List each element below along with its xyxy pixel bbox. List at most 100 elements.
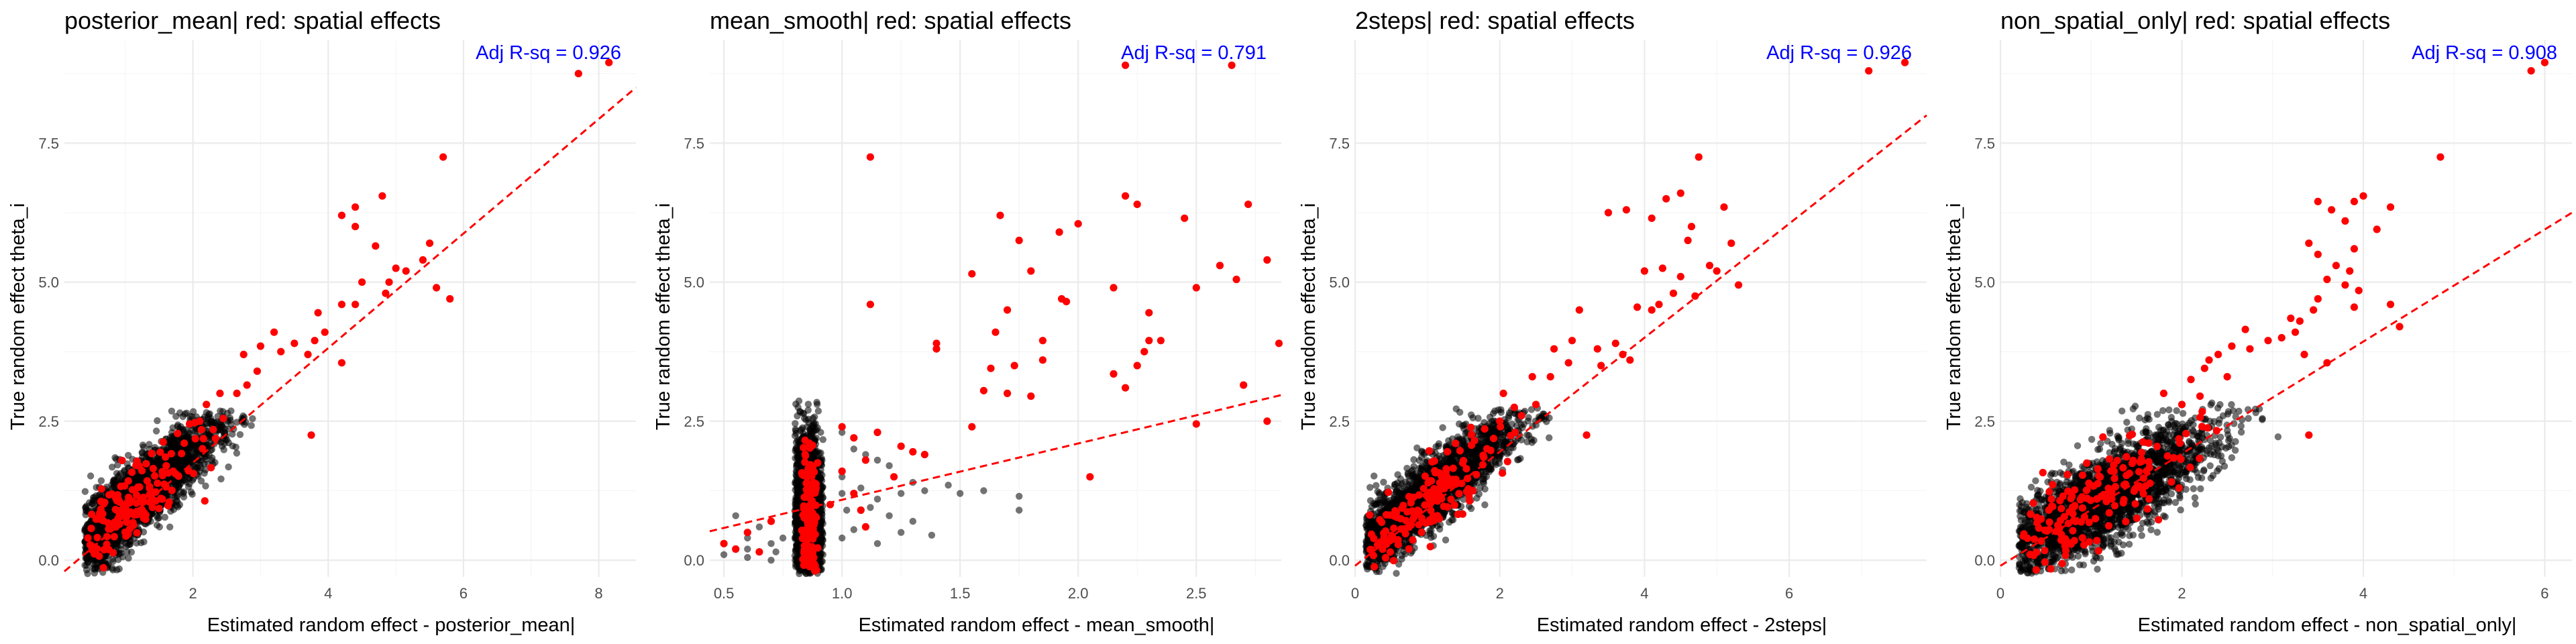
x-tick-label: 2.0 bbox=[1068, 585, 1089, 602]
spatial-effect-point bbox=[151, 472, 159, 480]
x-tick-label: 1.5 bbox=[950, 585, 971, 602]
spatial-effect-point bbox=[87, 525, 95, 533]
data-point bbox=[794, 412, 801, 420]
spatial-effect-point bbox=[337, 359, 345, 367]
data-point bbox=[225, 439, 232, 447]
spatial-effect-point bbox=[861, 523, 869, 531]
spatial-effect-point bbox=[1122, 384, 1130, 392]
y-tick-label: 2.5 bbox=[684, 413, 704, 430]
spatial-effect-point bbox=[93, 533, 101, 541]
spatial-effect-point bbox=[1263, 417, 1271, 425]
data-point bbox=[174, 462, 182, 469]
data-point bbox=[767, 556, 775, 564]
spatial-effect-point bbox=[191, 435, 199, 443]
spatial-effect-point bbox=[385, 278, 393, 286]
panel-title: posterior_mean| red: spatial effects bbox=[64, 7, 441, 34]
data-point bbox=[168, 407, 176, 415]
data-point bbox=[83, 561, 91, 569]
data-point bbox=[819, 436, 827, 443]
data-point bbox=[205, 411, 213, 419]
spatial-effect-point bbox=[110, 533, 118, 541]
data-point bbox=[119, 553, 127, 561]
data-point bbox=[802, 416, 810, 423]
spatial-effect-point bbox=[897, 442, 905, 450]
spatial-effect-point bbox=[243, 381, 251, 389]
spatial-effect-point bbox=[909, 447, 917, 456]
spatial-effect-point bbox=[88, 511, 96, 519]
spatial-effect-point bbox=[799, 527, 808, 535]
data-point bbox=[802, 570, 810, 578]
spatial-effect-point bbox=[253, 367, 261, 375]
data-point bbox=[873, 540, 881, 547]
spatial-effect-point bbox=[178, 449, 186, 458]
x-tick-label: 2.5 bbox=[1186, 585, 1207, 602]
spatial-effect-point bbox=[307, 431, 315, 439]
data-point bbox=[909, 517, 917, 525]
spatial-effect-point bbox=[857, 506, 865, 515]
data-point bbox=[183, 409, 191, 417]
data-point bbox=[755, 523, 763, 531]
spatial-effect-point bbox=[105, 491, 113, 499]
spatial-effect-point bbox=[128, 468, 136, 476]
data-point bbox=[732, 512, 739, 519]
spatial-effect-point bbox=[800, 542, 808, 550]
spatial-effect-point bbox=[321, 328, 329, 336]
data-point bbox=[1371, 472, 1378, 480]
data-point bbox=[233, 419, 241, 426]
spatial-effect-point bbox=[800, 549, 808, 557]
spatial-effect-point bbox=[304, 350, 312, 359]
data-point bbox=[1016, 506, 1023, 514]
spatial-effect-point bbox=[866, 153, 874, 161]
data-point bbox=[81, 488, 89, 495]
spatial-effect-point bbox=[174, 429, 182, 437]
spatial-effect-point bbox=[358, 278, 366, 286]
spatial-effect-point bbox=[121, 505, 129, 513]
spatial-effect-point bbox=[804, 486, 812, 494]
data-point bbox=[1016, 492, 1023, 500]
spatial-effect-point bbox=[148, 449, 156, 458]
x-tick-label: 2 bbox=[189, 585, 197, 602]
spatial-effect-point bbox=[159, 438, 167, 446]
spatial-effect-point bbox=[138, 467, 146, 475]
data-point bbox=[843, 506, 851, 514]
spatial-effect-point bbox=[109, 549, 117, 557]
spatial-effect-point bbox=[128, 486, 136, 494]
data-point bbox=[945, 482, 952, 489]
data-point bbox=[799, 424, 806, 431]
spatial-effect-point bbox=[1216, 262, 1224, 270]
spatial-effect-point bbox=[168, 486, 176, 494]
data-point bbox=[867, 504, 874, 511]
data-point bbox=[794, 485, 801, 492]
data-point bbox=[113, 566, 121, 574]
spatial-effect-point bbox=[209, 425, 217, 433]
spatial-effect-point bbox=[123, 530, 131, 538]
spatial-effect-point bbox=[446, 294, 454, 303]
spatial-effect-point bbox=[866, 301, 874, 309]
spatial-effect-point bbox=[802, 451, 810, 460]
x-tick-label: 6 bbox=[460, 585, 468, 602]
spatial-effect-point bbox=[352, 223, 360, 231]
spatial-effect-point bbox=[991, 328, 1000, 336]
x-axis-title: Estimated random effect - posterior_mean… bbox=[207, 614, 576, 636]
spatial-effect-point bbox=[148, 503, 156, 511]
data-point bbox=[873, 495, 881, 503]
spatial-effect-point bbox=[805, 439, 813, 447]
adj-r-squared-annotation: Adj R-sq = 0.926 bbox=[476, 42, 621, 64]
spatial-effect-point bbox=[314, 309, 322, 317]
spatial-effect-point bbox=[129, 519, 137, 527]
spatial-effect-point bbox=[149, 464, 157, 473]
spatial-effect-point bbox=[968, 270, 976, 278]
data-point bbox=[156, 523, 163, 531]
spatial-effect-point bbox=[574, 70, 582, 78]
spatial-effect-point bbox=[239, 350, 248, 359]
spatial-effect-point bbox=[1240, 381, 1248, 389]
spatial-effect-point bbox=[767, 517, 775, 525]
spatial-effect-point bbox=[1192, 420, 1200, 428]
spatial-effect-point bbox=[419, 256, 427, 264]
data-point bbox=[140, 443, 148, 451]
spatial-effect-point bbox=[850, 434, 858, 442]
spatial-effect-point bbox=[838, 467, 846, 476]
spatial-effect-point bbox=[838, 423, 846, 431]
data-point bbox=[227, 407, 235, 415]
spatial-effect-point bbox=[1192, 284, 1200, 292]
